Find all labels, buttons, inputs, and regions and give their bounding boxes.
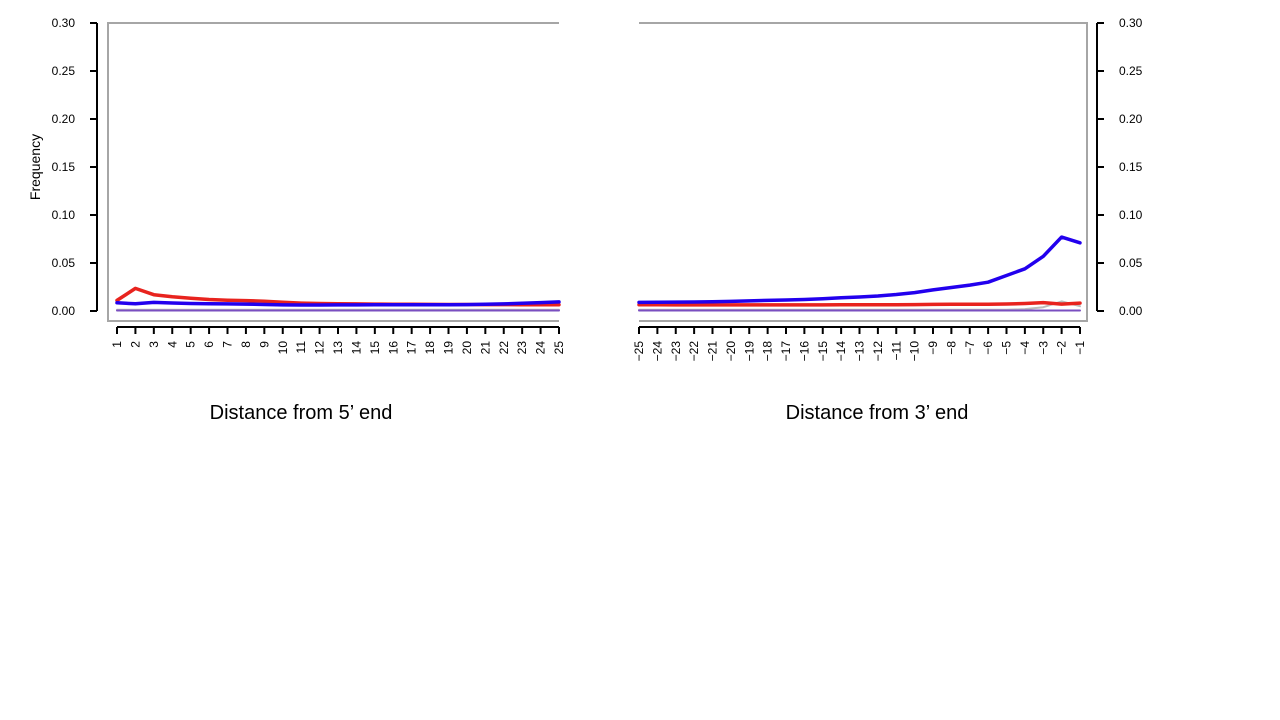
x-tick-label: −11 [889, 341, 903, 361]
x-tick-label: 4 [165, 341, 179, 348]
x-tick-label: −16 [797, 341, 811, 362]
x-tick-label: 20 [460, 341, 474, 355]
x-tick-label: −5 [1000, 341, 1014, 355]
x-tick-label: 3 [147, 341, 161, 348]
x-tick-label: −9 [926, 341, 940, 355]
series-line [637, 300, 1082, 307]
x-tick-label: 7 [221, 341, 235, 348]
x-tick-label: 16 [386, 341, 400, 355]
x-tick-label: −4 [1018, 341, 1032, 355]
x-tick-label: −19 [742, 341, 756, 362]
x-tick-label: 23 [515, 341, 529, 355]
x-tick-label: 8 [239, 341, 253, 348]
y-tick-label: 0.10 [52, 208, 76, 222]
x-tick-label: 21 [478, 341, 492, 355]
x-tick-label: −6 [981, 341, 995, 355]
x-tick-label: 11 [294, 341, 308, 354]
y-axis-title: Frequency [27, 134, 43, 200]
y-tick-label: 0.25 [52, 64, 76, 78]
y-tick-label: 0.25 [1119, 64, 1143, 78]
y-tick-label: 0.15 [52, 160, 76, 174]
y-tick-label: 0.05 [52, 256, 76, 270]
x-tick-label: −25 [632, 341, 646, 362]
x-tick-label: 18 [423, 341, 437, 355]
x-tick-label: −7 [963, 341, 977, 355]
x-tick-label: −3 [1036, 341, 1050, 355]
x-tick-label: 24 [534, 341, 548, 355]
x-tick-label: −17 [779, 341, 793, 362]
x-tick-label: 22 [497, 341, 511, 355]
y-tick-label: 0.20 [1119, 112, 1143, 126]
x-tick-label: 17 [405, 341, 419, 355]
x-tick-label: 5 [184, 341, 198, 348]
x-axis-title-3-prime-end: Distance from 3’ end [785, 402, 969, 424]
x-tick-label: 2 [128, 341, 142, 348]
x-tick-label: 9 [257, 341, 271, 348]
plot-frame [639, 22, 1088, 322]
x-tick-label: 14 [349, 341, 363, 355]
y-tick-label: 0.30 [52, 16, 76, 30]
x-tick-label: 13 [331, 341, 345, 355]
x-tick-label: −2 [1055, 341, 1069, 355]
x-tick-label: −20 [724, 341, 738, 362]
x-tick-label: −13 [853, 341, 867, 362]
y-tick-label: 0.30 [1119, 16, 1143, 30]
x-tick-label: −23 [669, 341, 683, 362]
y-tick-label: 0.00 [1119, 304, 1143, 318]
x-tick-label: −8 [944, 341, 958, 355]
right-panel-3-prime: 0.00 0.05 0.10 0.15 0.20 0.25 0.30 −25 −24 −23 −22… [632, 16, 1143, 361]
x-tick-label: 15 [368, 341, 382, 355]
x-tick-label: 12 [313, 341, 327, 355]
x-tick-label: −18 [761, 341, 775, 362]
x-tick-label: 6 [202, 341, 216, 348]
x-tick-label: −10 [908, 341, 922, 362]
x-tick-label: −1 [1073, 341, 1087, 355]
y-tick-label: 0.00 [52, 304, 76, 318]
x-axis-title-5-prime-end: Distance from 5’ end [209, 402, 393, 424]
y-tick-label: 0.10 [1119, 208, 1143, 222]
series-line [637, 235, 1082, 305]
y-tick-label: 0.20 [52, 112, 76, 126]
x-tick-label: 1 [110, 341, 124, 348]
x-tick-label: −21 [706, 341, 720, 362]
plot-frame [107, 22, 559, 322]
y-tick-label: 0.15 [1119, 160, 1143, 174]
x-tick-label: 19 [442, 341, 456, 355]
series-line [115, 300, 561, 307]
x-tick-label: −24 [650, 341, 664, 362]
x-tick-label: 10 [276, 341, 290, 355]
x-tick-label: −22 [687, 341, 701, 362]
x-tick-label: −15 [816, 341, 830, 362]
y-tick-label: 0.05 [1119, 256, 1143, 270]
x-tick-label: −12 [871, 341, 885, 362]
x-tick-label: −14 [834, 341, 848, 362]
x-tick-label: 25 [552, 341, 566, 355]
